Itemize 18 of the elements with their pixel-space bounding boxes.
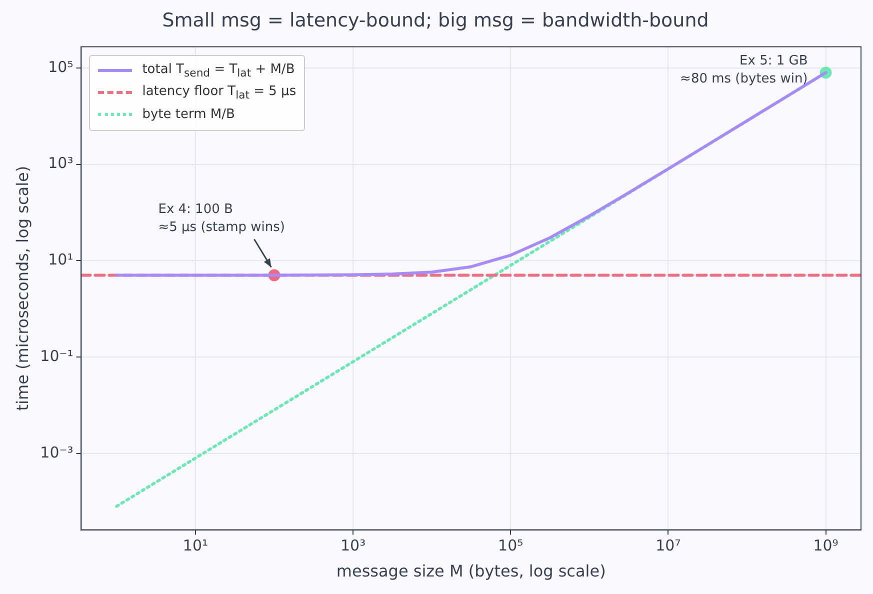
y-tick-label: 10⁻¹ xyxy=(40,346,74,365)
annotation: Ex 4: 100 B ≈5 μs (stamp wins) xyxy=(158,202,285,236)
y-tick-label: 10⁵ xyxy=(48,58,74,76)
legend-label: total T$_{send}$ = T$_{lat}$ + M/B xyxy=(142,62,295,80)
y-tick-label: 10³ xyxy=(48,154,74,172)
x-tick-label: 10¹ xyxy=(182,536,208,555)
chart-title: Small msg = latency-bound; big msg = bandwidth-bound xyxy=(162,9,709,32)
y-tick-label: 10⁻³ xyxy=(40,443,74,462)
x-axis-title: message size M (bytes, log scale) xyxy=(336,562,606,581)
legend-label: byte term M/B xyxy=(142,107,235,122)
x-tick-label: 10⁷ xyxy=(656,536,681,555)
x-tick-label: 10³ xyxy=(340,536,366,555)
y-tick-label: 10¹ xyxy=(48,250,74,269)
x-tick-label: 10⁵ xyxy=(498,536,524,555)
y-axis-title: time (microseconds, log scale) xyxy=(12,166,32,411)
legend-label: latency floor T$_{lat}$ = 5 μs xyxy=(142,84,296,102)
annotation: Ex 5: 1 GB ≈80 ms (bytes win) xyxy=(680,54,808,87)
x-tick-label: 10⁹ xyxy=(813,536,838,555)
